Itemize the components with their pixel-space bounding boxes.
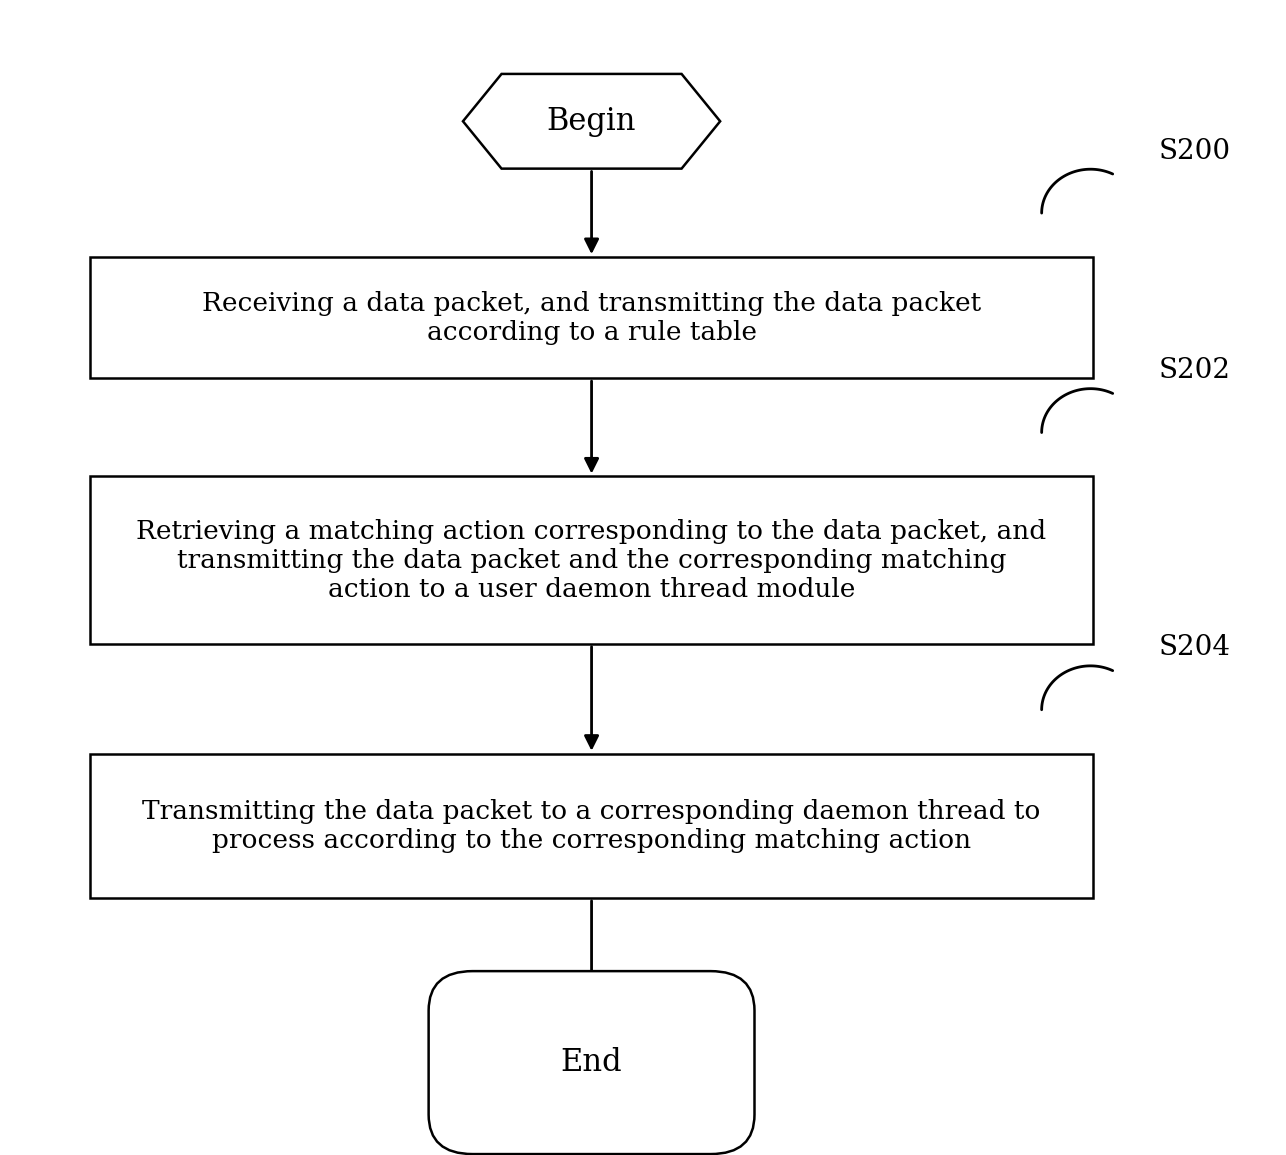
Text: S204: S204 [1159, 634, 1231, 662]
Text: Retrieving a matching action corresponding to the data packet, and
transmitting : Retrieving a matching action correspondi… [136, 519, 1047, 602]
Polygon shape [463, 74, 720, 169]
Bar [90, 476, 1093, 644]
Bar [90, 258, 1093, 379]
Text: Begin: Begin [547, 106, 637, 136]
Text: End: End [561, 1048, 622, 1078]
Text: Transmitting the data packet to a corresponding daemon thread to
process accordi: Transmitting the data packet to a corres… [143, 799, 1040, 852]
FancyBboxPatch shape [428, 971, 755, 1154]
Bar [90, 754, 1093, 899]
Text: S200: S200 [1159, 137, 1231, 165]
Text: S202: S202 [1159, 357, 1231, 385]
Text: Receiving a data packet, and transmitting the data packet
according to a rule ta: Receiving a data packet, and transmittin… [202, 291, 981, 344]
